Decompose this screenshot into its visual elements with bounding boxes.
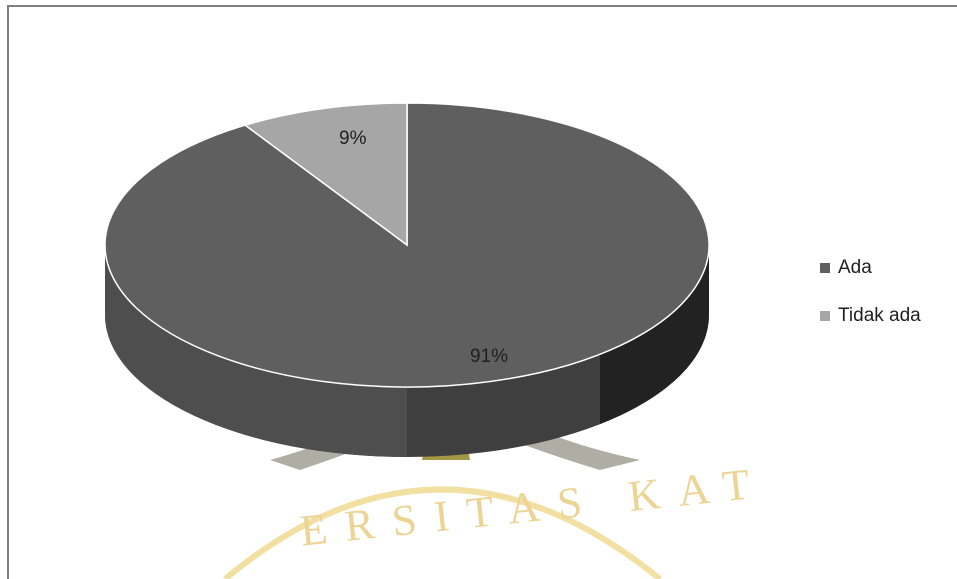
legend-label-tidak-ada: Tidak ada [838,305,921,326]
legend-label-ada: Ada [838,257,872,278]
legend-swatch-tidak-ada [820,311,830,321]
slice-ada [104,102,710,388]
pie-depth [105,245,709,457]
slice-tidak-ada [243,102,408,247]
watermark-arc [223,486,662,579]
legend-swatch-ada [820,263,830,273]
data-label-tidak-ada: 9% [339,128,367,149]
legend-item-ada: Ada [820,256,921,280]
legend-item-tidak-ada: Tidak ada [820,304,921,328]
pie-side-shade [105,245,407,457]
pie-slices [104,102,710,388]
legend: Ada Tidak ada [820,256,921,352]
watermark-text: ERSITAS KAT [298,458,770,556]
chart-frame [7,5,957,579]
data-label-ada: 91% [470,346,508,367]
pie-side-dark [600,245,709,424]
